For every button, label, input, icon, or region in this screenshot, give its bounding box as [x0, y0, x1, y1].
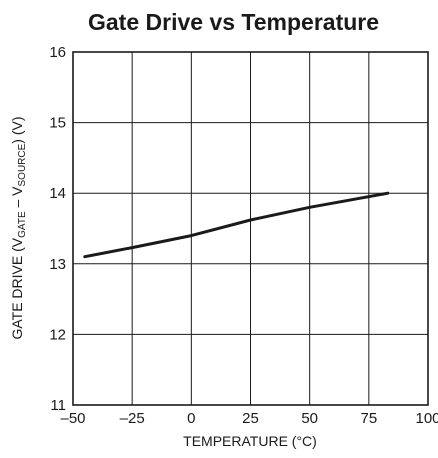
x-tick-label: –25 [120, 410, 145, 427]
plot-frame [72, 51, 429, 406]
y-tick-label: 13 [49, 256, 66, 273]
x-axis-label: TEMPERATURE (°C) [183, 433, 317, 449]
x-tick-label: –50 [60, 410, 85, 427]
y-axis-label: GATE DRIVE (VGATE – VSOURCE) (V) [9, 116, 28, 339]
x-tick-label: 25 [242, 410, 259, 427]
y-tick-labels: 11 12 13 14 15 16 [49, 44, 66, 414]
x-tick-labels: –50 –25 0 25 50 75 100 [60, 410, 438, 427]
y-tick-label: 12 [49, 326, 66, 343]
x-tick-label: 50 [301, 410, 318, 427]
y-tick-label: 11 [50, 397, 66, 414]
y-tick-label: 14 [49, 185, 66, 202]
x-tick-label: 100 [415, 410, 438, 427]
y-tick-label: 15 [49, 115, 66, 132]
x-tick-label: 75 [360, 410, 377, 427]
series-layer [83, 191, 390, 259]
series-line [83, 191, 390, 259]
y-tick-label: 16 [49, 44, 66, 61]
chart-title: Gate Drive vs Temperature [88, 9, 379, 35]
grid-lines [73, 52, 428, 405]
x-tick-label: 0 [187, 410, 195, 427]
